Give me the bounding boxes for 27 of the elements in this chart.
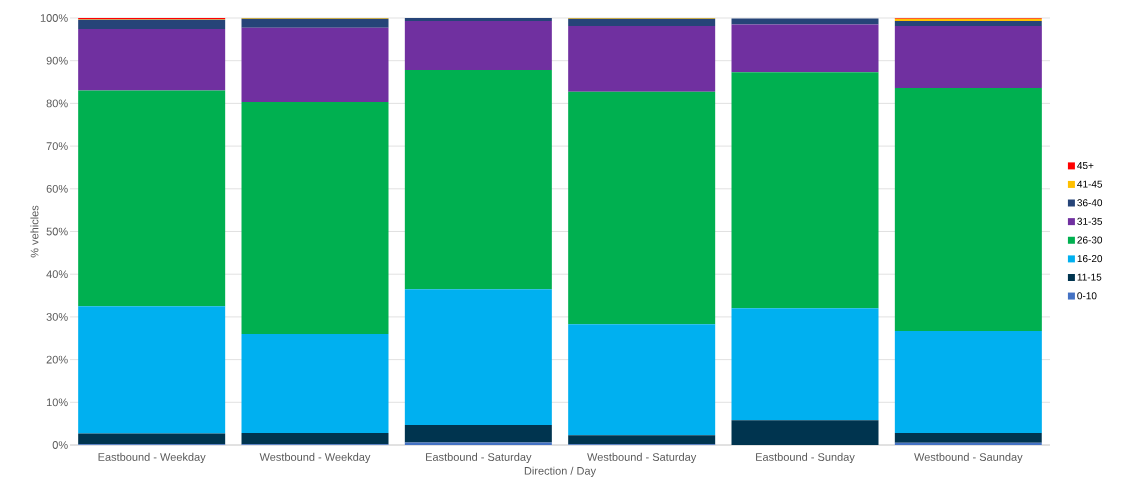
x-tick-label: Eastbound - Sunday xyxy=(756,452,855,464)
y-tick-label: 0% xyxy=(52,441,68,449)
y-tick-label: 40% xyxy=(46,270,68,279)
y-tick-label: 90% xyxy=(46,56,68,65)
x-tick-label: Westbound - Saturday xyxy=(587,452,697,464)
y-tick-label: 70% xyxy=(46,142,68,150)
y-tick-label: 20% xyxy=(46,355,68,364)
legend-label: 45+ xyxy=(1077,162,1094,170)
x-tick-label: Westbound - Saunday xyxy=(914,452,1023,464)
legend-label: 36-40 xyxy=(1077,199,1103,207)
y-tick-label: 60% xyxy=(46,184,68,193)
y-axis-title: % vehicles xyxy=(30,205,39,258)
legend-label: 31-35 xyxy=(1077,217,1103,225)
x-axis-title: Direction / Day xyxy=(524,466,597,477)
legend-label: 16-20 xyxy=(1077,255,1103,263)
y-tick-label: 80% xyxy=(46,99,68,108)
y-tick-label: 100% xyxy=(40,14,68,22)
y-tick-label: 30% xyxy=(46,313,68,321)
legend-label: 11-15 xyxy=(1077,273,1102,281)
legend-label: 41-45 xyxy=(1077,180,1103,188)
y-tick-label: 50% xyxy=(46,227,68,236)
y-tick-label: 10% xyxy=(46,398,68,407)
legend-label: 26-30 xyxy=(1077,236,1103,244)
x-tick-label: Eastbound - Weekday xyxy=(98,452,206,464)
x-tick-label: Westbound - Weekday xyxy=(259,452,371,464)
x-tick-label: Eastbound - Saturday xyxy=(426,452,532,464)
legend-label: 0-10 xyxy=(1077,292,1097,300)
